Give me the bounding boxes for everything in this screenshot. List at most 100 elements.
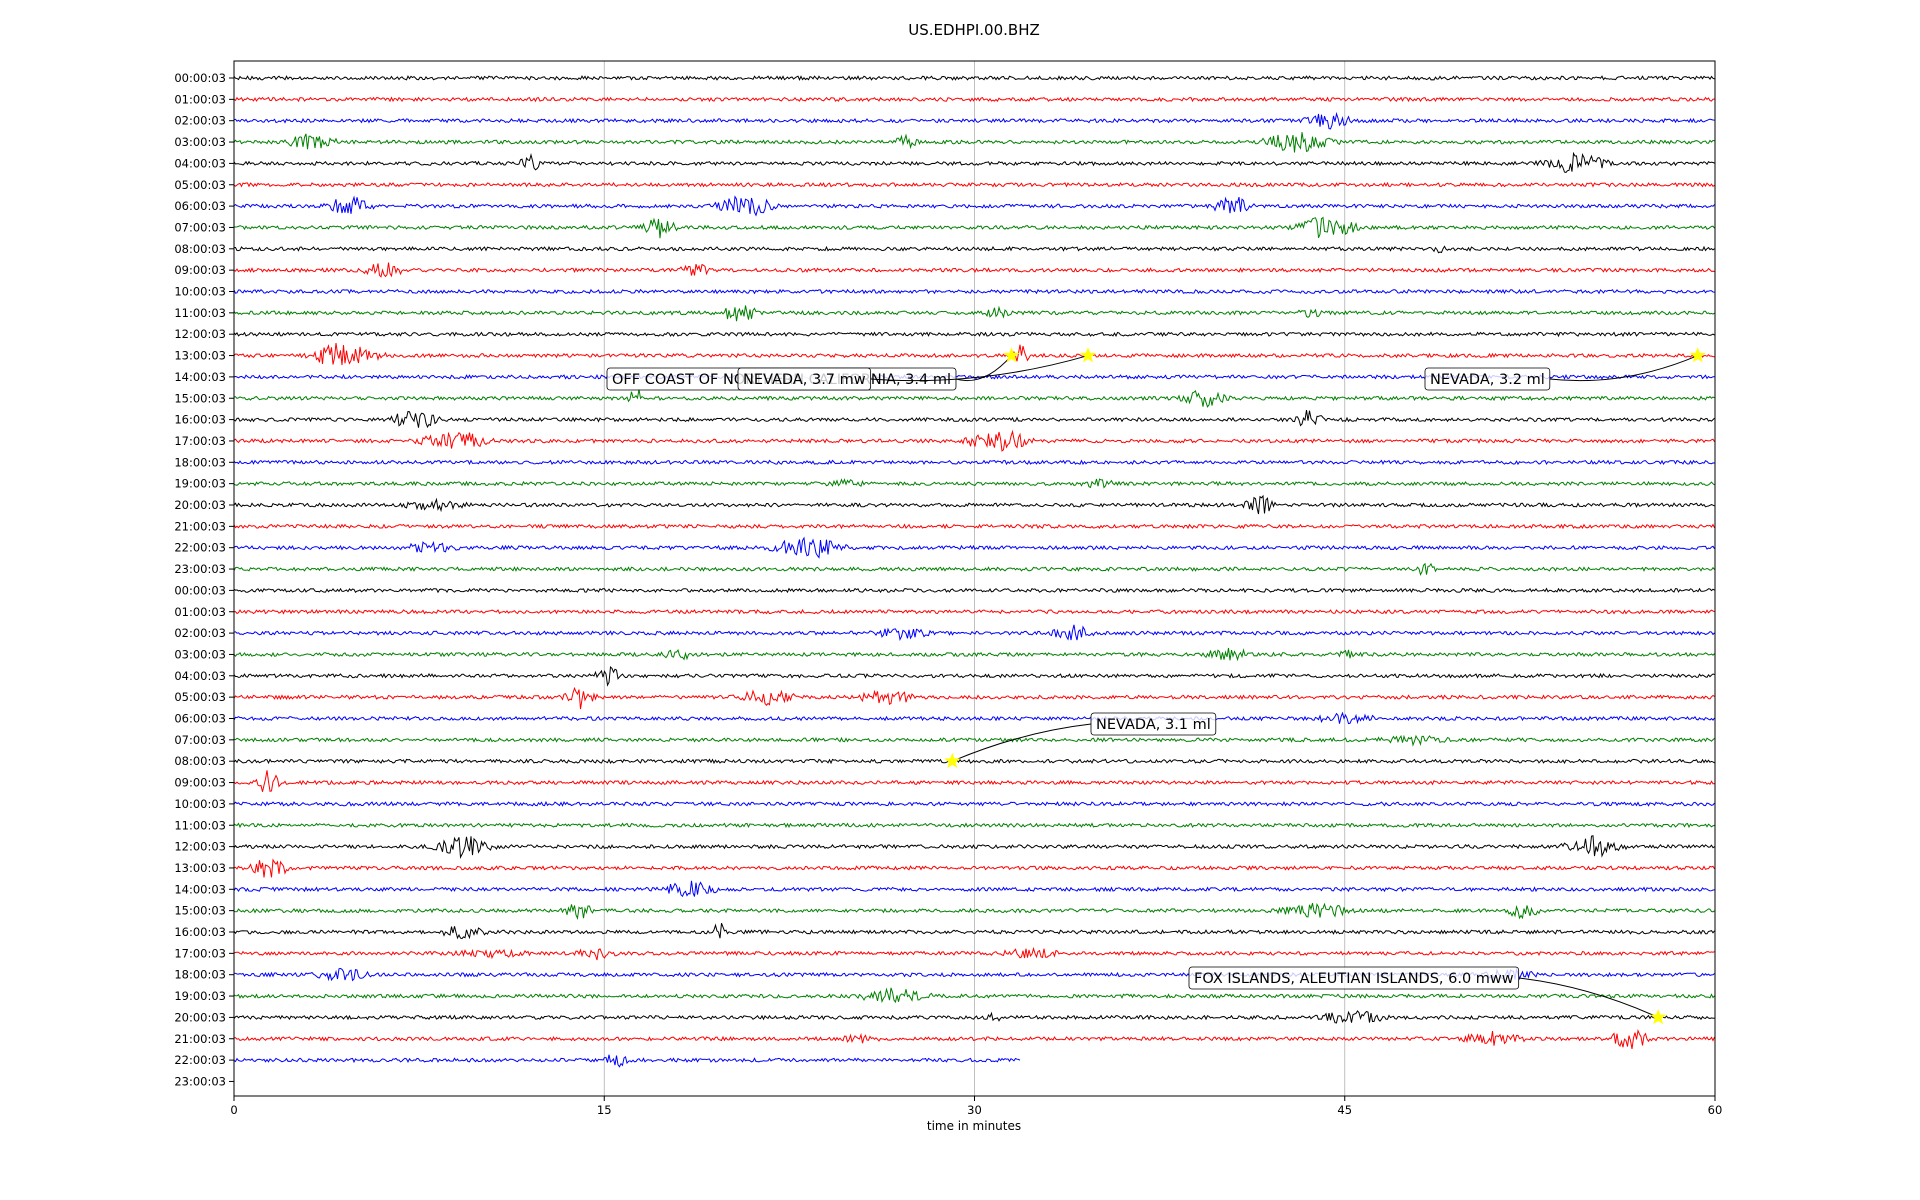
trace-row xyxy=(233,1028,1715,1049)
y-tick-label: 00:00:03 xyxy=(174,583,226,597)
y-tick-label: 16:00:03 xyxy=(174,413,226,427)
event-connector xyxy=(1518,977,1659,1018)
trace-row xyxy=(233,74,1715,81)
trace-row xyxy=(233,923,1715,940)
trace-row xyxy=(233,608,1715,615)
event-star-marker xyxy=(944,752,961,769)
y-tick-label: 13:00:03 xyxy=(174,861,226,875)
trace-row xyxy=(233,429,1715,452)
trace-row xyxy=(233,96,1715,103)
y-tick-label: 07:00:03 xyxy=(174,733,226,747)
event-star-marker xyxy=(1080,347,1097,363)
trace-row xyxy=(233,835,1715,859)
y-tick-label: 14:00:03 xyxy=(174,370,226,384)
y-tick-label: 22:00:03 xyxy=(174,1053,226,1067)
trace-row xyxy=(233,987,1715,1004)
x-axis-label: time in minutes xyxy=(927,1119,1021,1133)
event-annotation: NEVADA, 3.2 ml xyxy=(1424,347,1706,391)
trace-row xyxy=(233,946,1715,961)
y-tick-label: 06:00:03 xyxy=(174,199,226,213)
trace-row xyxy=(233,343,1715,366)
trace-row xyxy=(233,331,1715,338)
event-star-marker xyxy=(1003,347,1020,363)
trace-row xyxy=(233,523,1715,530)
y-tick-label: 08:00:03 xyxy=(174,242,226,256)
y-tick-label: 20:00:03 xyxy=(174,498,226,512)
event-annotation: NEVADA, 3.1 ml xyxy=(944,712,1217,769)
trace-row xyxy=(233,665,1715,687)
event-label: NEVADA, 3.7 mw xyxy=(743,372,866,388)
y-tick-label: 19:00:03 xyxy=(174,989,226,1003)
trace-row xyxy=(233,216,1715,239)
grid-lines xyxy=(603,61,1346,1096)
event-connector xyxy=(952,723,1092,762)
trace-row xyxy=(233,562,1715,576)
trace-row xyxy=(233,1054,1021,1068)
y-tick-label: 16:00:03 xyxy=(174,925,226,939)
y-tick-label: 17:00:03 xyxy=(174,946,226,960)
trace-row xyxy=(233,410,1715,429)
trace-row xyxy=(233,758,1715,765)
y-tick-label: 21:00:03 xyxy=(174,519,226,533)
trace-row xyxy=(233,478,1715,489)
trace-row xyxy=(233,195,1715,217)
y-tick-label: 05:00:03 xyxy=(174,178,226,192)
y-tick-label: 09:00:03 xyxy=(174,776,226,790)
y-tick-label: 01:00:03 xyxy=(174,605,226,619)
y-tick-label: 02:00:03 xyxy=(174,114,226,128)
trace-row xyxy=(233,305,1715,322)
y-tick-label: 07:00:03 xyxy=(174,220,226,234)
trace-row xyxy=(233,770,1715,792)
trace-row xyxy=(233,800,1715,807)
y-tick-label: 23:00:03 xyxy=(174,562,226,576)
y-tick-label: 17:00:03 xyxy=(174,434,226,448)
y-tick-label: 03:00:03 xyxy=(174,647,226,661)
y-tick-label: 22:00:03 xyxy=(174,541,226,555)
x-tick-label: 45 xyxy=(1337,1103,1352,1117)
trace-row xyxy=(233,1010,1715,1024)
y-tick-label: 04:00:03 xyxy=(174,156,226,170)
y-tick-label: 20:00:03 xyxy=(174,1010,226,1024)
trace-row xyxy=(233,181,1715,188)
trace-row xyxy=(233,711,1715,725)
event-annotations: OFF COAST OF NORTHERN CALIFORNIA, 3.4 ml… xyxy=(606,347,1706,1025)
trace-row xyxy=(233,536,1715,559)
y-tick-label: 02:00:03 xyxy=(174,626,226,640)
event-star-marker xyxy=(1650,1008,1667,1025)
y-tick-label: 21:00:03 xyxy=(174,1032,226,1046)
y-tick-label: 10:00:03 xyxy=(174,285,226,299)
trace-row xyxy=(233,822,1715,829)
y-tick-label: 06:00:03 xyxy=(174,712,226,726)
y-tick-label: 18:00:03 xyxy=(174,968,226,982)
trace-row xyxy=(233,734,1715,747)
y-tick-label: 12:00:03 xyxy=(174,327,226,341)
x-tick-label: 0 xyxy=(230,1103,237,1117)
y-tick-label: 23:00:03 xyxy=(174,1074,226,1088)
y-tick-label: 18:00:03 xyxy=(174,455,226,469)
y-tick-label: 01:00:03 xyxy=(174,92,226,106)
event-label: NEVADA, 3.2 ml xyxy=(1430,372,1545,388)
trace-row xyxy=(233,902,1715,920)
y-axis-ticks: 00:00:03 01:00:03 02:00:03 03:00:03 04:00:03… xyxy=(174,71,234,1088)
event-label: FOX ISLANDS, ALEUTIAN ISLANDS, 6.0 mww xyxy=(1194,971,1514,987)
event-star-marker xyxy=(1689,347,1706,363)
y-tick-label: 11:00:03 xyxy=(174,306,226,320)
event-connector xyxy=(1549,355,1698,382)
trace-row xyxy=(233,587,1715,594)
trace-row xyxy=(233,880,1715,898)
y-tick-label: 03:00:03 xyxy=(174,135,226,149)
event-connector xyxy=(870,355,1089,382)
trace-row xyxy=(233,686,1715,710)
y-tick-label: 15:00:03 xyxy=(174,904,226,918)
trace-row xyxy=(233,262,1715,278)
chart-title: US.EDHPI.00.BHZ xyxy=(908,21,1040,39)
trace-row xyxy=(233,858,1715,878)
y-tick-label: 08:00:03 xyxy=(174,754,226,768)
trace-row xyxy=(233,111,1715,130)
trace-row xyxy=(233,132,1715,153)
x-tick-label: 15 xyxy=(597,1103,612,1117)
y-tick-label: 19:00:03 xyxy=(174,477,226,491)
trace-row xyxy=(233,288,1715,295)
y-tick-label: 10:00:03 xyxy=(174,797,226,811)
